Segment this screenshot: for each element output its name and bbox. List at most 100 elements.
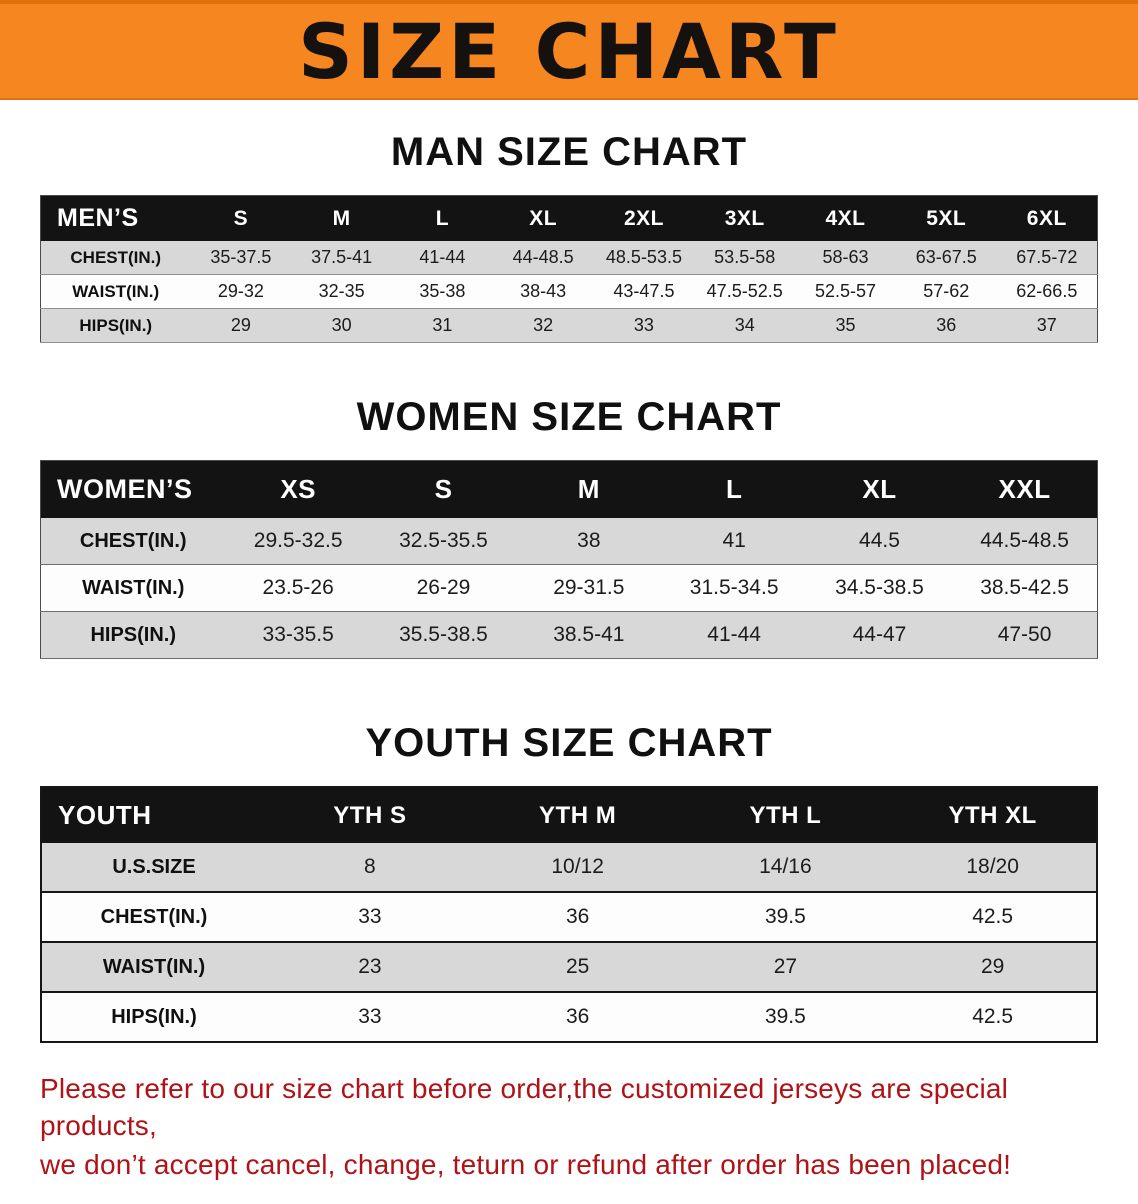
- size-value-cell: 44.5: [859, 529, 900, 552]
- size-value-cell: 62-66.5: [1016, 281, 1078, 301]
- size-column-header: YTH M: [473, 787, 682, 843]
- size-column-header: 6XL: [996, 195, 1098, 241]
- size-column-header: YTH L: [681, 787, 890, 843]
- size-value-cell: 10/12: [551, 855, 604, 878]
- size-value-cell: 36: [565, 1005, 590, 1028]
- size-value-cell: 36: [565, 905, 590, 928]
- size-value-cell: 31.5-34.5: [689, 576, 779, 599]
- size-value-cell: 38-43: [520, 281, 567, 301]
- size-value-cell: 41: [722, 529, 746, 552]
- size-value-cell: 53.5-58: [714, 247, 776, 267]
- size-value-cell: 67.5-72: [1016, 247, 1078, 267]
- size-value-cell: 33: [358, 905, 382, 928]
- size-value-cell: 34.5-38.5: [835, 576, 924, 599]
- size-column-header: 3XL: [694, 195, 796, 241]
- size-value-cell: 44-47: [852, 623, 907, 646]
- table-header-row: WOMEN’S XS S M L XL XXL: [40, 460, 1098, 518]
- table-row: WAIST(IN.) 23 25 27 29: [41, 942, 1097, 992]
- row-label: WAIST(IN.): [72, 281, 160, 301]
- size-column-header: XL: [806, 460, 953, 518]
- size-value-cell: 34: [734, 315, 755, 335]
- size-value-cell: 42.5: [972, 905, 1014, 928]
- size-value-cell: 33-35.5: [262, 623, 334, 646]
- youth-size-section: YOUTH SIZE CHART YOUTH YTH S YTH M YTH L YTH…: [0, 721, 1138, 1043]
- size-column-header: YTH S: [266, 787, 474, 843]
- table-row: CHEST(IN.) 35-37.5 37.5-41 41-44 44-48.5 48.5…: [40, 241, 1098, 275]
- size-value-cell: 32.5-35.5: [399, 529, 488, 552]
- table-header-row: YOUTH YTH S YTH M YTH L YTH XL: [41, 787, 1097, 843]
- notice-line-2: we don’t accept cancel, change, teturn o…: [40, 1148, 1012, 1180]
- size-value-cell: 23.5-26: [262, 576, 334, 599]
- size-column-header: YTH XL: [889, 787, 1097, 843]
- size-value-cell: 23: [358, 955, 382, 978]
- size-value-cell: 35-37.5: [210, 247, 272, 267]
- row-label: HIPS(IN.): [111, 1005, 197, 1028]
- table-row: HIPS(IN.) 33-35.5 35.5-38.5 38.5-41 41-44 44-…: [40, 611, 1098, 659]
- size-value-cell: 38.5-41: [553, 623, 625, 646]
- size-value-cell: 58-63: [822, 247, 869, 267]
- table-corner-label: WOMEN’S: [40, 460, 226, 518]
- women-size-table: WOMEN’S XS S M L XL XXL CHEST(IN.) 29.5-32.5 32.5…: [40, 460, 1098, 659]
- row-label: HIPS(IN.): [90, 623, 177, 646]
- table-header-row: MEN’S S M L XL 2XL 3XL 4XL 5XL 6XL: [40, 195, 1098, 241]
- size-value-cell: 41-44: [419, 247, 466, 267]
- table-row: HIPS(IN.) 29 30 31 32 33 34 35 36 37: [40, 308, 1098, 343]
- size-value-cell: 25: [565, 955, 590, 978]
- size-value-cell: 44-48.5: [512, 247, 574, 267]
- row-label: CHEST(IN.): [100, 905, 208, 928]
- size-column-header: M: [516, 460, 662, 518]
- table-row: CHEST(IN.) 29.5-32.5 32.5-35.5 38 41 44.5 44.5…: [40, 518, 1098, 565]
- table-row: U.S.SIZE 8 10/12 14/16 18/20: [41, 843, 1097, 892]
- size-value-cell: 26-29: [416, 576, 471, 599]
- size-value-cell: 37: [1036, 315, 1057, 335]
- size-value-cell: 52.5-57: [814, 281, 876, 301]
- youth-section-heading: YOUTH SIZE CHART: [365, 721, 773, 765]
- table-corner-label: YOUTH: [41, 787, 266, 843]
- size-value-cell: 35.5-38.5: [399, 623, 488, 646]
- size-value-cell: 39.5: [764, 1005, 806, 1028]
- table-row: WAIST(IN.) 29-32 32-35 35-38 38-43 43-47.5 47.…: [40, 274, 1098, 309]
- size-value-cell: 29-31.5: [553, 576, 625, 599]
- page-title: SIZE CHART: [298, 6, 840, 96]
- row-label: HIPS(IN.): [79, 315, 153, 335]
- size-value-cell: 18/20: [966, 855, 1019, 878]
- size-value-cell: 44.5-48.5: [980, 529, 1069, 552]
- size-value-cell: 37.5-41: [311, 247, 373, 267]
- size-value-cell: 31: [432, 315, 453, 335]
- size-column-header: 2XL: [593, 195, 695, 241]
- size-value-cell: 39.5: [764, 905, 806, 928]
- size-value-cell: 29: [230, 315, 251, 335]
- size-column-header: L: [661, 460, 807, 518]
- size-column-header: 4XL: [795, 195, 896, 241]
- size-value-cell: 32: [533, 315, 554, 335]
- size-column-header: XXL: [952, 460, 1098, 518]
- size-value-cell: 8: [364, 855, 376, 878]
- size-column-header: XS: [225, 460, 371, 518]
- table-row: HIPS(IN.) 33 36 39.5 42.5: [41, 992, 1097, 1042]
- table-row: CHEST(IN.) 33 36 39.5 42.5: [41, 892, 1097, 942]
- size-value-cell: 35: [835, 315, 856, 335]
- men-section-heading: MAN SIZE CHART: [390, 130, 748, 174]
- size-value-cell: 48.5-53.5: [605, 247, 682, 267]
- size-column-header: M: [291, 195, 393, 241]
- size-column-header: S: [190, 195, 292, 241]
- row-label: CHEST(IN.): [79, 529, 187, 552]
- row-label: U.S.SIZE: [112, 855, 196, 878]
- size-column-header: S: [370, 460, 517, 518]
- row-label: CHEST(IN.): [70, 247, 162, 267]
- men-size-table: MEN’S S M L XL 2XL 3XL 4XL 5XL 6XL CHEST(IN.) 35-37…: [40, 195, 1098, 343]
- size-value-cell: 30: [331, 315, 352, 335]
- size-value-cell: 38: [577, 529, 601, 552]
- row-label: WAIST(IN.): [102, 955, 206, 978]
- size-column-header: L: [392, 195, 493, 241]
- size-value-cell: 42.5: [972, 1005, 1014, 1028]
- size-value-cell: 33: [633, 315, 654, 335]
- size-column-header: 5XL: [895, 195, 997, 241]
- size-value-cell: 47.5-52.5: [706, 281, 783, 301]
- table-row: WAIST(IN.) 23.5-26 26-29 29-31.5 31.5-34.5 34…: [40, 564, 1098, 612]
- size-value-cell: 36: [936, 315, 957, 335]
- size-value-cell: 43-47.5: [613, 281, 675, 301]
- size-value-cell: 41-44: [707, 623, 761, 646]
- table-corner-label: MEN’S: [40, 195, 191, 241]
